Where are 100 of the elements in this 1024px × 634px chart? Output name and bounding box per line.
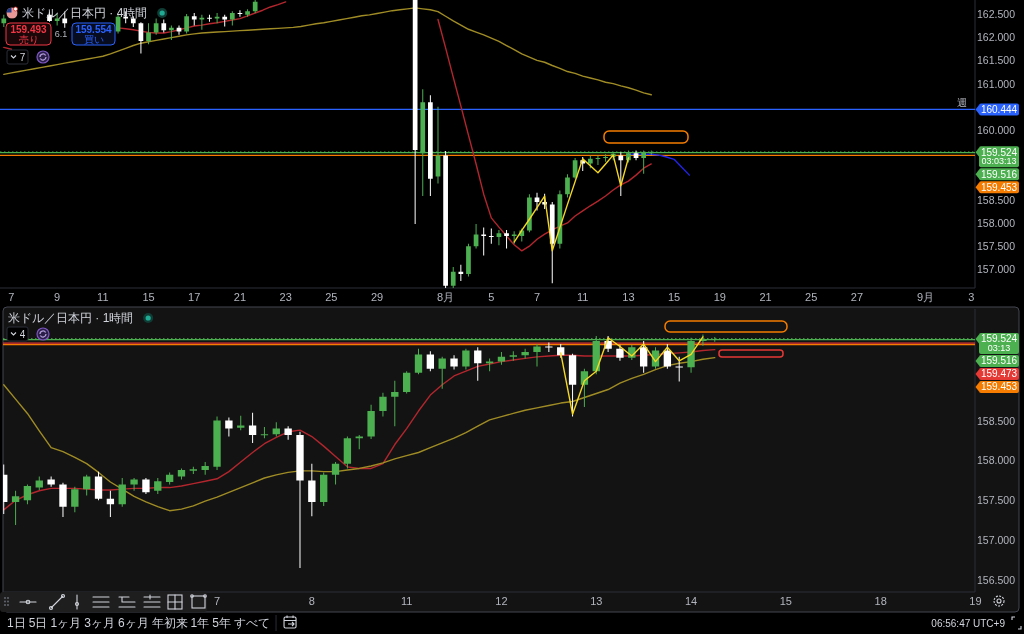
candlestick <box>184 13 189 34</box>
candlestick <box>481 227 487 256</box>
x-tick-label: 29 <box>370 291 384 303</box>
ref-line-label: 159.524 03:13 <box>980 333 1018 353</box>
candlestick <box>207 14 212 22</box>
candlestick <box>213 416 221 471</box>
y-tick-label: 160.000 <box>977 124 1016 137</box>
annotation: 6.1 <box>54 29 68 39</box>
y-tick-label: 156.500 <box>977 574 1016 587</box>
text: 06:56:47 UTC+9 <box>931 617 1006 629</box>
annotation: 買い <box>83 33 104 45</box>
y-tick-label: 157.000 <box>977 263 1016 276</box>
x-tick-label: 11 <box>577 291 589 303</box>
x-tick-label: 13 <box>590 595 603 607</box>
candlestick <box>199 14 205 30</box>
x-tick-label: 5 <box>488 291 495 303</box>
legend-label: 159.516 <box>980 355 1018 367</box>
candlestick <box>616 344 624 361</box>
x-tick-label: 3 <box>968 291 975 303</box>
x-tick-label: 21 <box>233 291 247 303</box>
candlestick <box>545 342 553 353</box>
candlestick <box>237 10 243 17</box>
x-tick-label: 12 <box>495 595 508 607</box>
text: 1日 <box>7 616 26 630</box>
y-tick-label: 162.500 <box>977 7 1016 20</box>
y-tick-label: 161.500 <box>977 54 1016 67</box>
legend-label: 159.453 <box>980 381 1018 393</box>
x-tick-label: 19 <box>969 595 982 607</box>
legend-label: 159.453 <box>980 181 1018 193</box>
candlestick <box>229 11 235 26</box>
text: 1ヶ月 <box>50 616 82 630</box>
x-tick-label: 15 <box>779 595 792 607</box>
annotation: 4 <box>19 328 26 340</box>
y-tick-label: 157.500 <box>977 494 1016 507</box>
text: 6ヶ月 <box>117 616 149 630</box>
chart-title: 米ドル／日本円 · 1時間 <box>8 311 134 325</box>
legend-label: 159.516 <box>980 168 1018 180</box>
candlestick <box>379 392 387 417</box>
x-tick-label: 18 <box>874 595 887 607</box>
x-tick-label: 11 <box>97 291 109 303</box>
candlestick <box>284 426 292 440</box>
candlestick <box>438 356 446 389</box>
x-tick-label: 25 <box>325 291 338 303</box>
x-tick-label: 8 <box>308 595 315 607</box>
line-series <box>560 336 704 415</box>
x-tick-label: 23 <box>279 291 292 303</box>
candlestick <box>59 482 67 518</box>
x-tick-label: 13 <box>622 291 635 303</box>
candlestick <box>11 490 20 526</box>
annotation: 159.554 <box>75 24 113 35</box>
candlestick <box>35 476 43 490</box>
y-tick-label: 157.500 <box>977 240 1016 253</box>
candlestick <box>504 229 509 249</box>
ref-line-label: 160.444 <box>980 103 1018 115</box>
candlestick <box>189 466 198 475</box>
text: 1年 <box>190 616 210 630</box>
x-tick-label: 17 <box>188 291 201 303</box>
candlestick <box>71 486 79 513</box>
candlestick <box>237 415 245 431</box>
x-tick-label: 8月 <box>437 291 455 303</box>
candlestick <box>488 228 494 244</box>
line-series <box>3 7 652 96</box>
candlestick <box>308 463 316 517</box>
text: 5日 <box>28 616 48 630</box>
candlestick <box>222 14 228 27</box>
candlestick <box>497 352 506 365</box>
text: 3ヶ月 <box>84 616 115 630</box>
legend-label: 159.473 <box>980 368 1018 380</box>
line-series <box>513 154 630 252</box>
candlestick <box>191 13 197 26</box>
x-tick-label: 14 <box>684 595 698 607</box>
y-tick-label: 158.500 <box>977 193 1016 206</box>
candlestick <box>533 344 541 367</box>
candlestick <box>521 348 529 359</box>
x-tick-label: 27 <box>850 291 864 303</box>
candlestick <box>245 9 250 17</box>
candlestick <box>450 355 458 370</box>
text: 5年 <box>212 616 232 630</box>
y-tick-label: 162.000 <box>977 31 1016 44</box>
annotation: 売り <box>18 33 39 45</box>
x-tick-label: 9月 <box>916 291 935 303</box>
x-tick-label: 19 <box>713 291 726 303</box>
candlestick <box>675 356 683 382</box>
x-tick-label: 15 <box>142 291 155 303</box>
x-tick-label: 7 <box>213 595 221 607</box>
candlestick <box>296 431 304 569</box>
y-tick-label: 158.500 <box>977 414 1016 427</box>
candlestick <box>391 380 399 427</box>
text: すべて <box>234 616 271 630</box>
x-tick-label: 25 <box>805 291 818 303</box>
text: 米ドル／日本円 · 4時間 <box>22 6 148 20</box>
candlestick <box>462 348 470 370</box>
y-tick-label: 157.000 <box>977 534 1016 547</box>
annotation: 週 <box>957 96 967 108</box>
candlestick <box>225 417 233 437</box>
x-tick-label: 21 <box>759 291 772 303</box>
annotation: 7 <box>19 51 26 63</box>
candlestick <box>509 351 517 361</box>
candlestick <box>367 404 375 439</box>
candlestick <box>142 478 150 494</box>
